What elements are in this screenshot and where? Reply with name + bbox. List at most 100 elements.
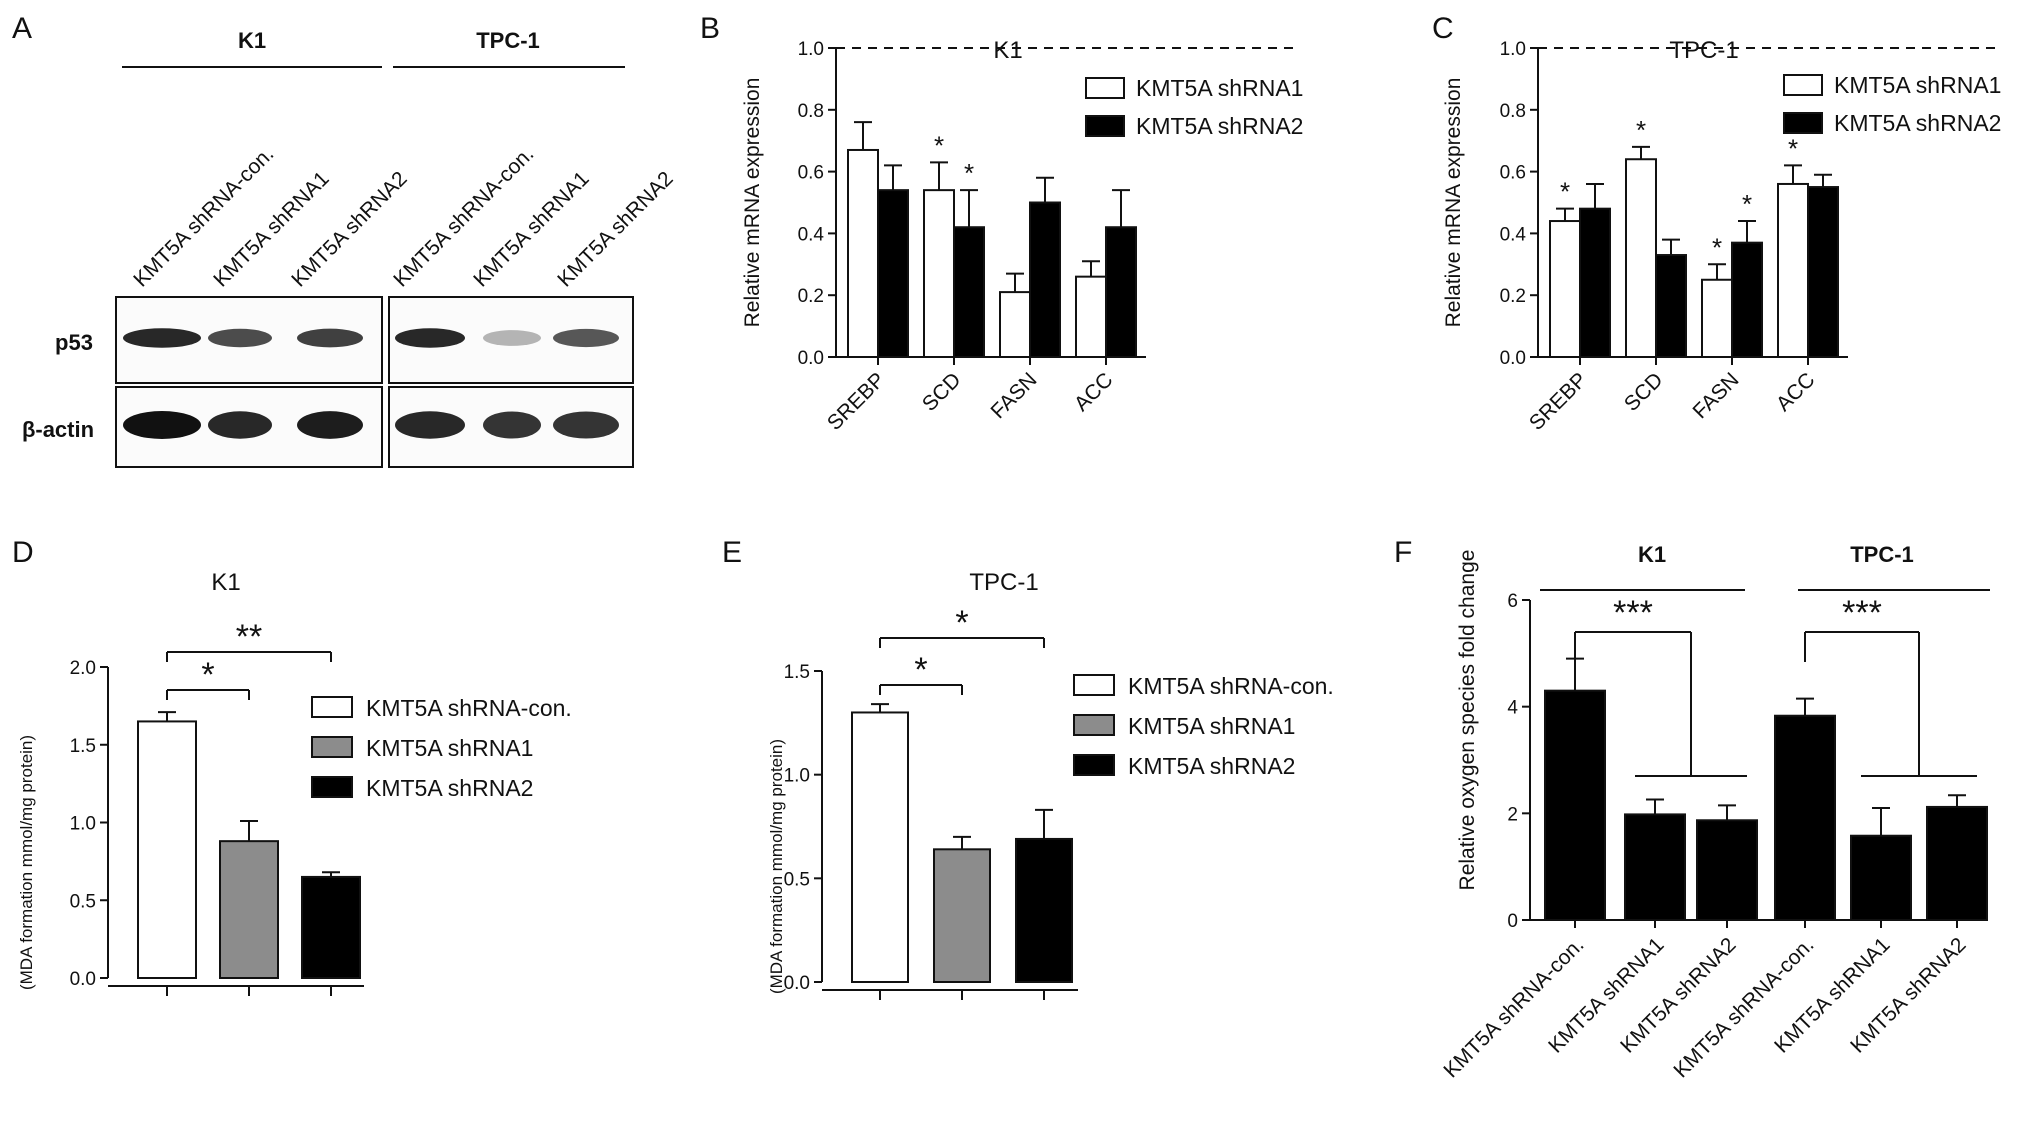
y-tick-label: 6 bbox=[1507, 591, 1518, 612]
group-label-k1: K1 bbox=[238, 28, 266, 53]
band-actin bbox=[395, 411, 465, 439]
band-p53 bbox=[553, 328, 619, 348]
category-label: SREBP bbox=[823, 368, 890, 435]
bar bbox=[877, 189, 909, 358]
legend-label: KMT5A shRNA2 bbox=[366, 775, 533, 801]
bar bbox=[1015, 837, 1073, 983]
y-tick-label: 0 bbox=[1507, 911, 1518, 932]
legend-swatch bbox=[1085, 115, 1125, 137]
chart-title: TPC-1 bbox=[1669, 37, 1738, 64]
bracket-significance: * bbox=[955, 604, 968, 642]
bar bbox=[1075, 275, 1107, 358]
group-label-k1: K1 bbox=[1638, 542, 1666, 567]
legend-label: KMT5A shRNA2 bbox=[1136, 113, 1303, 139]
bar bbox=[219, 840, 279, 979]
y-tick-label: 0.0 bbox=[784, 973, 810, 994]
y-tick-label: 0.0 bbox=[798, 348, 824, 369]
bar bbox=[1696, 819, 1758, 921]
chart-title: TPC-1 bbox=[969, 569, 1038, 596]
bar bbox=[301, 875, 361, 979]
row-label-p53: p53 bbox=[55, 330, 93, 355]
lane-label: KMT5A shRNA-con. bbox=[389, 142, 538, 291]
group-label-tpc1: TPC-1 bbox=[1850, 542, 1914, 567]
y-axis-label: (MDA formation mmol/mg protein) bbox=[17, 735, 36, 990]
y-tick-label: 1.0 bbox=[798, 39, 824, 60]
bracket-significance: * bbox=[201, 656, 214, 694]
bar bbox=[1029, 201, 1061, 358]
y-axis-label: Relative mRNA expression bbox=[741, 78, 764, 328]
group-label-tpc1: TPC-1 bbox=[476, 28, 540, 53]
legend-label: KMT5A shRNA2 bbox=[1128, 753, 1295, 779]
legend-swatch bbox=[1073, 754, 1115, 776]
panel-label-f: F bbox=[1394, 536, 1412, 569]
y-tick-label: 0.6 bbox=[1500, 163, 1526, 184]
bar bbox=[1105, 226, 1137, 358]
bar bbox=[137, 720, 197, 979]
lane-label: KMT5A shRNA-con. bbox=[129, 142, 278, 291]
bar bbox=[847, 148, 879, 358]
legend-label: KMT5A shRNA-con. bbox=[1128, 673, 1334, 699]
chart-title: K1 bbox=[993, 37, 1022, 64]
panel-c-tpc1-mrna-chart: C TPC-1 Relative mRNA expression 0.0 0.2 0.4 0… bbox=[1432, 12, 2001, 435]
panel-label-d: D bbox=[12, 536, 34, 569]
bar bbox=[933, 848, 991, 983]
legend-swatch bbox=[1073, 674, 1115, 696]
band-p53 bbox=[208, 328, 272, 348]
bar bbox=[1655, 254, 1687, 358]
category-label: SCD bbox=[1620, 368, 1668, 416]
significance-mark: * bbox=[1560, 177, 1570, 207]
panel-label-a: A bbox=[12, 12, 32, 45]
band-actin bbox=[297, 411, 363, 439]
panel-label-b: B bbox=[700, 12, 720, 45]
bar bbox=[1777, 182, 1809, 358]
significance-mark: * bbox=[1742, 189, 1752, 219]
category-label: FASN bbox=[1688, 368, 1743, 423]
category-label: KMT5A shRNA-con. bbox=[1439, 933, 1588, 1082]
bar bbox=[1625, 158, 1657, 358]
bracket-significance: ** bbox=[236, 618, 262, 656]
band-actin bbox=[123, 411, 201, 439]
y-tick-label: 4 bbox=[1507, 698, 1518, 719]
category-label: KMT5A shRNA-con. bbox=[1669, 933, 1818, 1082]
bar bbox=[1549, 220, 1581, 358]
band-p53 bbox=[483, 330, 541, 346]
row-label-actin: β-actin bbox=[22, 417, 94, 442]
y-tick-label: 0.6 bbox=[798, 163, 824, 184]
legend-label: KMT5A shRNA1 bbox=[1128, 713, 1295, 739]
y-tick-label: 0.0 bbox=[1500, 348, 1526, 369]
y-tick-label: 0.2 bbox=[1500, 286, 1526, 307]
y-tick-label: 1.5 bbox=[70, 736, 96, 757]
y-tick-label: 0.8 bbox=[1500, 101, 1526, 122]
y-tick-label: 0.5 bbox=[784, 869, 810, 890]
bar bbox=[1807, 186, 1839, 358]
legend-swatch bbox=[311, 696, 353, 718]
bar bbox=[851, 711, 909, 983]
bracket-significance: *** bbox=[1613, 594, 1653, 632]
bar bbox=[1701, 278, 1733, 358]
bar bbox=[1850, 834, 1912, 922]
y-tick-label: 0.8 bbox=[798, 101, 824, 122]
bar bbox=[923, 189, 955, 358]
category-label: FASN bbox=[986, 368, 1041, 423]
panel-label-e: E bbox=[722, 536, 742, 569]
panel-e-tpc1-mda-chart: E TPC-1 (MDA formation mmol/mg protein)0.0… bbox=[722, 536, 1334, 1000]
bar bbox=[1624, 813, 1686, 922]
bracket-significance: *** bbox=[1842, 594, 1882, 632]
band-p53 bbox=[297, 328, 363, 348]
legend-label: KMT5A shRNA1 bbox=[1136, 75, 1303, 101]
legend-label: KMT5A shRNA1 bbox=[366, 735, 533, 761]
band-actin bbox=[483, 411, 541, 439]
legend-swatch bbox=[1085, 77, 1125, 99]
bar bbox=[1774, 714, 1836, 921]
chart-title: K1 bbox=[211, 569, 240, 596]
band-p53 bbox=[395, 328, 465, 348]
band-actin bbox=[208, 411, 272, 439]
bar bbox=[1731, 241, 1763, 358]
bar bbox=[1926, 805, 1988, 922]
legend-swatch bbox=[311, 736, 353, 758]
y-tick-label: 0.4 bbox=[798, 224, 825, 245]
significance-mark: * bbox=[934, 130, 944, 160]
y-tick-label: 1.0 bbox=[1500, 39, 1526, 60]
